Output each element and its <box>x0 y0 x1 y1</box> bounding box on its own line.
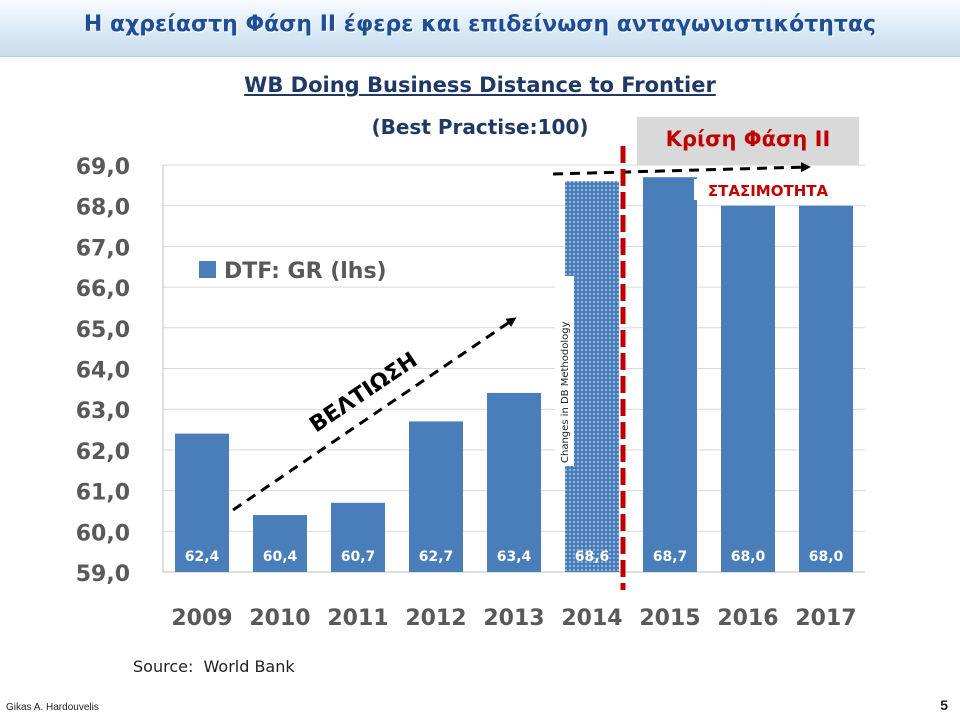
x-tick-label: 2012 <box>405 606 466 631</box>
legend-swatch <box>199 261 216 278</box>
bar <box>721 205 775 572</box>
x-tick-label: 2010 <box>249 606 310 631</box>
methodology-note: Changes in DB Methodology <box>560 321 571 463</box>
bar <box>409 421 463 572</box>
bar-value-label: 60,4 <box>263 549 298 565</box>
bar-value-label: 68,0 <box>731 549 766 565</box>
bar-value-label: 63,4 <box>497 549 532 565</box>
y-tick-label: 65,0 <box>76 318 130 343</box>
crisis-label-box: Κρίση Φάση ΙΙ <box>637 117 859 165</box>
legend-label: DTF: GR (lhs) <box>224 259 387 284</box>
stagnation-label: ΣΤΑΣΙΜΟΤΗΤΑ <box>708 182 829 200</box>
chart-title: WB Doing Business Distance to Frontier <box>244 73 716 97</box>
x-tick-label: 2015 <box>639 606 700 631</box>
bar-value-label: 62,7 <box>419 549 454 565</box>
y-tick-label: 63,0 <box>76 399 130 424</box>
x-tick-label: 2016 <box>717 606 778 631</box>
methodology-note-box <box>555 276 574 466</box>
bar <box>331 502 385 572</box>
y-tick-label: 67,0 <box>76 236 130 261</box>
bar <box>253 515 307 572</box>
x-tick-label: 2017 <box>795 606 856 631</box>
y-tick-label: 62,0 <box>76 440 130 465</box>
x-tick-label: 2009 <box>171 606 232 631</box>
improvement-arrow <box>232 317 517 512</box>
header-banner: Η αχρείαστη Φάση ΙΙ έφερε και επιδείνωση… <box>0 0 960 57</box>
y-tick-label: 61,0 <box>76 481 130 506</box>
bar-value-label: 68,0 <box>809 549 844 565</box>
bar <box>487 392 541 572</box>
y-tick-label: 66,0 <box>76 277 130 302</box>
x-tick-label: 2011 <box>327 606 388 631</box>
page-number: 5 <box>940 697 948 713</box>
bar-value-label: 68,6 <box>575 549 610 565</box>
crisis-label: Κρίση Φάση ΙΙ <box>665 127 831 151</box>
y-tick-label: 59,0 <box>76 562 130 587</box>
source-note: Source: World Bank <box>133 657 295 676</box>
bar <box>175 433 229 572</box>
y-tick-label: 69,0 <box>76 155 130 180</box>
bar-value-label: 62,4 <box>185 549 220 565</box>
bar <box>799 205 853 572</box>
stagnation-arrow <box>552 162 811 176</box>
bar-value-label: 68,7 <box>653 549 688 565</box>
bar-value-label: 60,7 <box>341 549 376 565</box>
chart-subtitle: (Best Practise:100) <box>371 115 589 139</box>
y-tick-label: 68,0 <box>76 196 130 221</box>
y-tick-label: 60,0 <box>76 521 130 546</box>
x-tick-label: 2014 <box>561 606 622 631</box>
slide-headline: Η αχρείαστη Φάση ΙΙ έφερε και επιδείνωση… <box>83 12 877 37</box>
x-tick-label: 2013 <box>483 606 544 631</box>
stagnation-label-box <box>694 179 842 200</box>
y-tick-label: 64,0 <box>76 359 130 384</box>
author-footer: Gikas A. Hardouvelis <box>6 702 99 713</box>
bar <box>643 177 697 572</box>
